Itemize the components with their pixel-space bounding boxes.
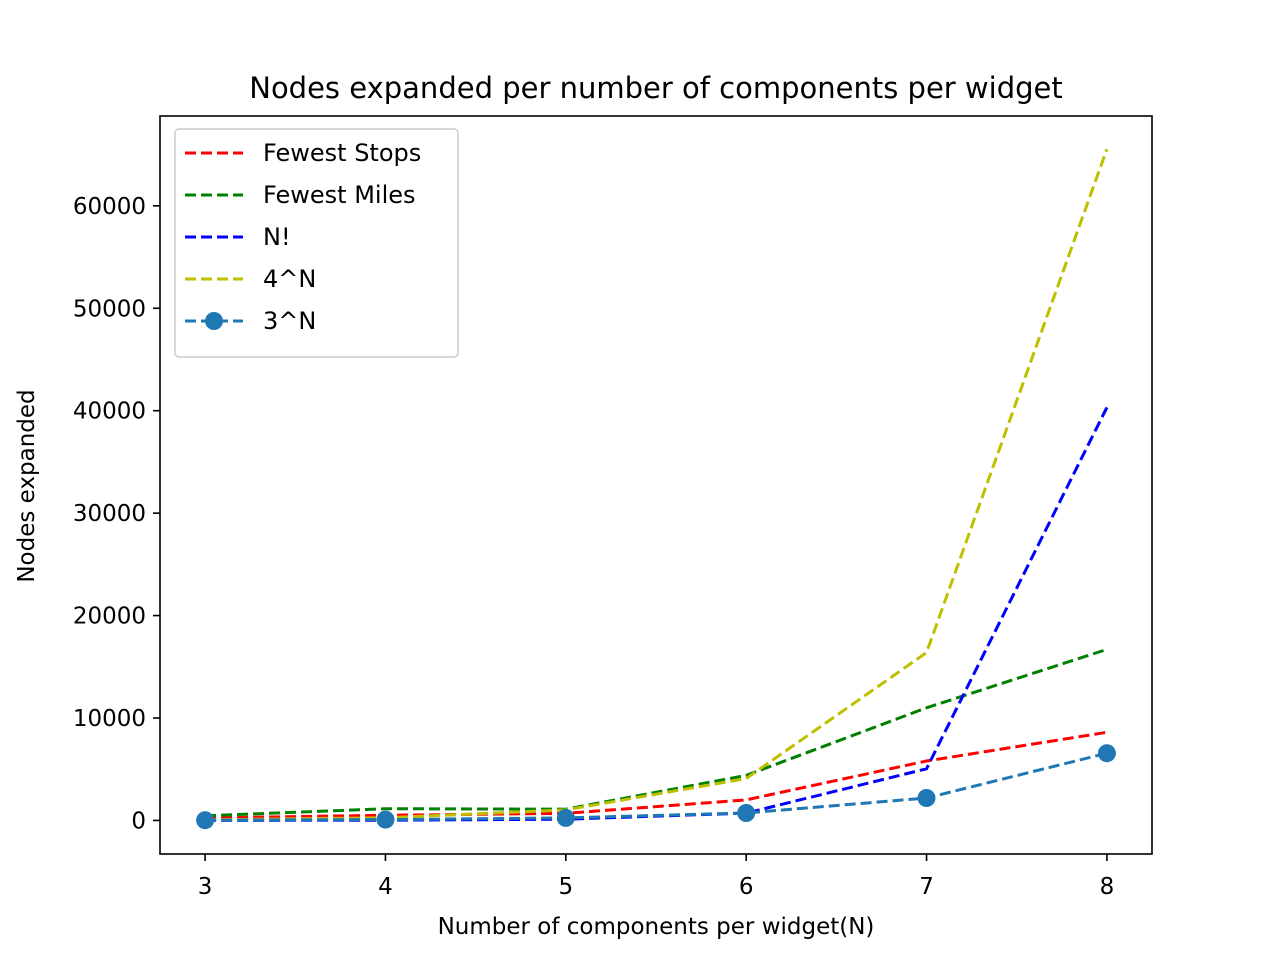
series-line-4 [205,751,1108,822]
x-tick-label-3: 6 [739,874,754,900]
y-tick-label-5: 50000 [73,296,146,322]
x-tick-label-0: 3 [198,874,213,900]
y-axis-label: Nodes expanded [14,389,40,582]
chart-title: Nodes expanded per number of components … [249,71,1063,105]
y-axis: 0 10000 20000 30000 40000 50000 60000 [73,194,160,834]
x-tick-label-2: 5 [558,874,573,900]
series-line-2 [205,406,1109,822]
series-point-4-2 [556,808,575,827]
series-point-4-0 [196,811,215,830]
y-tick-label-4: 40000 [73,399,146,425]
x-axis: 3 4 5 6 7 8 [198,854,1114,900]
y-tick-label-2: 20000 [73,604,146,630]
series-line-1 [205,647,1108,818]
y-tick-label-6: 60000 [73,194,146,220]
legend-label-3: 4^N [263,265,316,293]
plot-frame [159,115,1153,855]
y-tick-label-1: 10000 [73,706,146,732]
x-tick-label-5: 8 [1100,874,1115,900]
series-line-3 [205,148,1109,822]
legend-box [174,128,459,358]
y-tick-label-0: 0 [131,808,146,834]
series-point-4-5 [1097,744,1116,763]
x-tick-label-1: 4 [378,874,393,900]
legend: Fewest Stops Fewest Miles N! 4^N 3^N [174,128,459,358]
series-point-4-4 [917,789,936,807]
series-layer [196,148,1116,830]
legend-marker-4 [205,312,223,330]
x-axis-label: Number of components per widget(N) [438,914,875,940]
series-point-4-3 [737,804,756,822]
x-tick-label-4: 7 [919,874,934,900]
legend-label-2: N! [263,223,291,251]
series-line-0 [205,730,1108,820]
legend-label-0: Fewest Stops [263,139,421,167]
y-tick-label-3: 30000 [73,501,146,527]
legend-label-1: Fewest Miles [263,181,416,209]
series-point-4-1 [376,810,395,829]
legend-label-4: 3^N [263,307,316,335]
